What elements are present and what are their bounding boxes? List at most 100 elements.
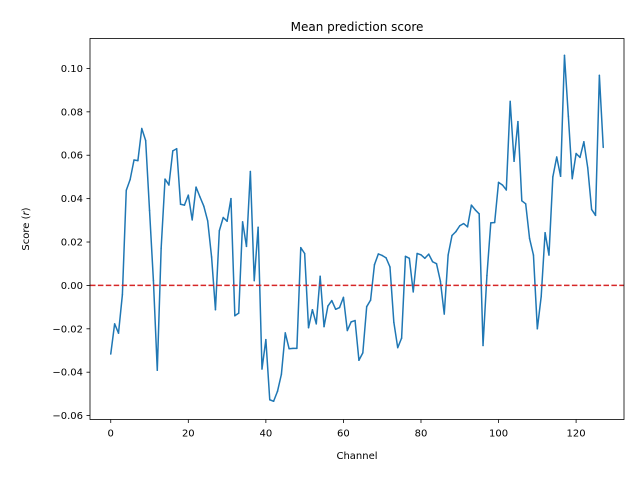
data-point bbox=[478, 213, 480, 215]
data-point bbox=[575, 152, 577, 155]
data-point bbox=[269, 399, 271, 401]
data-point bbox=[245, 245, 248, 248]
data-point bbox=[567, 115, 570, 117]
data-point bbox=[338, 306, 341, 309]
data-point bbox=[164, 178, 166, 180]
data-point bbox=[393, 321, 395, 324]
data-point bbox=[113, 323, 116, 325]
data-point bbox=[459, 225, 461, 227]
data-point bbox=[206, 220, 209, 222]
x-tick-label: 80 bbox=[415, 429, 428, 440]
y-tick-label: 0.10 bbox=[61, 64, 83, 75]
data-point bbox=[249, 170, 252, 173]
data-point bbox=[598, 74, 601, 77]
data-point bbox=[590, 208, 593, 211]
data-point bbox=[424, 257, 426, 260]
y-axis-title-variable: r bbox=[21, 210, 32, 215]
data-point bbox=[532, 254, 535, 256]
data-point bbox=[586, 167, 589, 169]
y-axis-title: Score (r) bbox=[21, 207, 32, 250]
data-point bbox=[327, 305, 329, 307]
data-point bbox=[288, 348, 290, 350]
data-point bbox=[214, 308, 217, 311]
data-point bbox=[486, 274, 488, 277]
data-point bbox=[536, 328, 539, 330]
x-axis-ticks: 0 20 40 60 80 100 120 bbox=[108, 419, 586, 440]
data-point bbox=[524, 203, 527, 205]
data-point bbox=[396, 346, 399, 349]
data-point bbox=[416, 252, 418, 255]
y-axis-title-suffix: ) bbox=[21, 207, 32, 211]
data-point bbox=[156, 369, 159, 371]
y-tick-label: 0.02 bbox=[61, 238, 83, 249]
data-point bbox=[307, 326, 310, 329]
data-point bbox=[544, 231, 546, 234]
data-point bbox=[563, 54, 566, 57]
data-point bbox=[482, 344, 484, 347]
x-axis-title: Channel bbox=[336, 451, 377, 462]
x-tick-label: 60 bbox=[337, 429, 350, 440]
data-point bbox=[435, 262, 438, 265]
data-point bbox=[493, 221, 496, 224]
x-tick-label: 100 bbox=[489, 429, 508, 440]
data-point bbox=[528, 237, 531, 240]
data-point bbox=[583, 141, 585, 143]
data-point bbox=[470, 204, 473, 206]
data-point bbox=[466, 226, 469, 228]
data-point bbox=[497, 181, 500, 184]
y-tick-label: −0.02 bbox=[52, 324, 83, 335]
data-point bbox=[257, 226, 259, 229]
data-point bbox=[319, 275, 321, 278]
data-point bbox=[439, 280, 442, 282]
plot-area bbox=[110, 54, 604, 403]
data-point bbox=[230, 197, 232, 200]
data-point bbox=[187, 194, 190, 196]
data-point bbox=[455, 230, 457, 233]
data-point bbox=[261, 368, 263, 370]
data-point bbox=[175, 147, 178, 150]
data-point bbox=[521, 200, 523, 202]
data-point bbox=[513, 160, 515, 163]
data-point bbox=[323, 325, 325, 328]
data-point bbox=[218, 229, 221, 232]
data-point bbox=[427, 253, 430, 255]
data-point bbox=[137, 159, 139, 162]
data-point bbox=[129, 178, 131, 181]
data-point bbox=[389, 266, 391, 268]
data-point bbox=[420, 254, 422, 256]
data-point bbox=[237, 312, 240, 314]
data-point bbox=[404, 255, 407, 258]
y-tick-label: 0.06 bbox=[61, 151, 83, 162]
data-point bbox=[117, 332, 120, 334]
data-point bbox=[431, 261, 434, 263]
data-point bbox=[311, 308, 314, 311]
data-point bbox=[373, 264, 376, 266]
data-point bbox=[358, 359, 360, 362]
data-point bbox=[346, 329, 349, 332]
data-point bbox=[381, 254, 383, 257]
data-point bbox=[412, 291, 414, 293]
data-point bbox=[385, 257, 387, 259]
data-point bbox=[141, 127, 143, 130]
data-point bbox=[168, 184, 170, 186]
data-point bbox=[377, 253, 380, 255]
data-point bbox=[272, 400, 275, 403]
data-point bbox=[490, 222, 492, 224]
chart-title: Mean prediction score bbox=[291, 20, 424, 34]
data-point bbox=[540, 295, 542, 298]
data-point bbox=[579, 156, 581, 159]
data-point bbox=[179, 203, 182, 206]
data-point bbox=[241, 221, 244, 223]
data-point bbox=[183, 204, 186, 206]
y-axis-ticks: −0.06 −0.04 −0.02 0.00 0.02 0.04 0.06 0.08 0.10 bbox=[52, 64, 90, 422]
data-point bbox=[148, 209, 151, 212]
data-point bbox=[284, 332, 287, 334]
data-point bbox=[253, 279, 255, 282]
data-point bbox=[195, 186, 197, 188]
data-point bbox=[125, 189, 128, 192]
data-point bbox=[447, 254, 449, 256]
data-point bbox=[300, 246, 302, 249]
data-point bbox=[505, 189, 508, 191]
